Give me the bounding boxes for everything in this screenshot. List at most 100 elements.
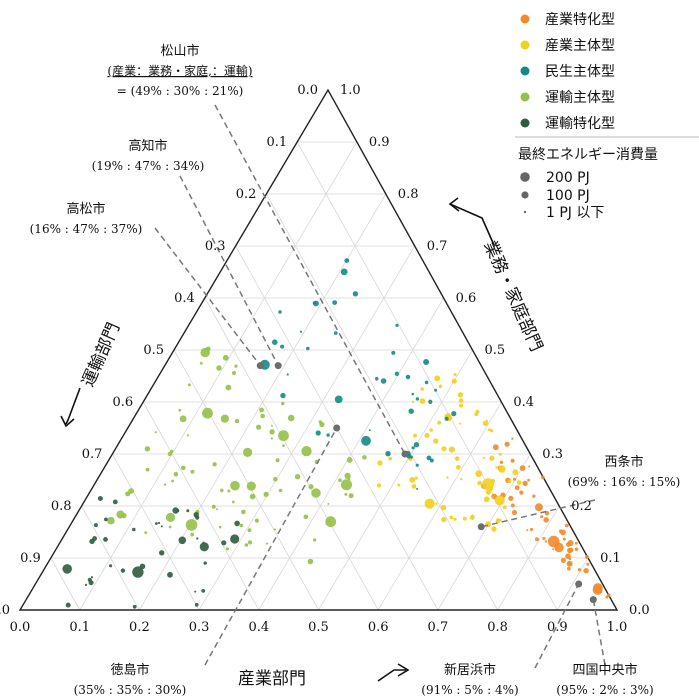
data-point <box>565 523 569 528</box>
data-point <box>413 433 417 438</box>
data-point <box>534 537 539 542</box>
data-point <box>434 388 438 392</box>
legend-item-3: 運輸主体型 <box>520 90 615 106</box>
data-point <box>334 331 338 335</box>
data-point <box>273 476 278 482</box>
data-point <box>526 529 529 532</box>
data-point <box>544 540 547 543</box>
data-point <box>165 512 176 523</box>
data-point <box>592 584 603 595</box>
data-point <box>477 480 482 486</box>
data-point <box>246 481 256 491</box>
data-point <box>168 525 172 529</box>
city-label-niihama: 新居浜市 (91% : 5% : 4%) <box>421 662 518 697</box>
data-point <box>411 484 417 489</box>
data-point <box>190 532 195 537</box>
data-point <box>173 471 179 477</box>
callout-line <box>204 427 338 666</box>
grid-line <box>50 557 81 611</box>
data-point <box>307 558 314 565</box>
tick-left-8: 0.8 <box>51 499 72 514</box>
data-point <box>211 504 216 509</box>
city-ratio-kochi: (19% : 47% : 34%) <box>92 159 205 173</box>
data-point <box>519 465 526 471</box>
triangle-frame <box>18 88 619 611</box>
data-point <box>332 300 338 305</box>
grid-line <box>556 557 589 611</box>
data-point <box>391 350 396 355</box>
data-point <box>485 489 491 495</box>
legend-size-title: 最終エネルギー消費量 <box>518 147 658 163</box>
data-point <box>239 523 244 528</box>
city-name-shikokuchuo: 四国中央市 <box>572 662 637 678</box>
data-point <box>172 507 179 514</box>
data-point <box>540 515 544 519</box>
data-point <box>318 420 322 424</box>
data-point <box>414 476 418 480</box>
grid-line <box>173 349 319 611</box>
data-point <box>433 438 439 444</box>
data-point <box>286 373 289 376</box>
legend-size-dot-100 <box>521 191 529 199</box>
data-point <box>225 547 229 551</box>
grid-line <box>377 401 502 611</box>
data-point <box>498 452 502 456</box>
grid-line <box>437 453 531 611</box>
data-point <box>475 409 480 414</box>
data-point <box>397 483 401 487</box>
data-point <box>247 540 252 545</box>
data-point <box>375 377 379 381</box>
data-point <box>567 566 571 571</box>
data-point <box>244 543 249 547</box>
data-point <box>259 407 264 413</box>
data-point <box>491 478 496 483</box>
data-point <box>574 547 579 552</box>
arrow-left <box>60 387 81 428</box>
data-point <box>218 525 222 529</box>
data-point <box>121 512 127 519</box>
data-point <box>376 483 382 488</box>
city-label-shikokuchuo: 四国中央市 (95% : 2% : 3%) <box>556 662 653 697</box>
grid-line <box>81 505 140 611</box>
tick-left-0: 0.0 <box>297 83 318 98</box>
legend-item-1: 産業主体型 <box>520 38 615 54</box>
data-point <box>511 509 518 516</box>
data-point <box>265 542 269 545</box>
data-point <box>552 548 555 551</box>
data-point <box>457 392 464 398</box>
data-point <box>441 516 447 523</box>
data-point <box>482 478 495 491</box>
data-point <box>181 465 186 471</box>
data-point <box>278 430 289 442</box>
data-point <box>361 435 371 446</box>
data-point <box>187 383 191 387</box>
legend-label-4: 運輸特化型 <box>545 116 615 132</box>
data-point <box>423 359 430 365</box>
data-point <box>557 542 560 545</box>
data-point <box>528 465 531 468</box>
data-point <box>185 519 198 531</box>
tick-bottom-6: 0.6 <box>368 620 389 635</box>
data-point <box>507 479 512 484</box>
data-point <box>340 268 348 276</box>
data-point <box>522 480 528 487</box>
data-point <box>352 291 359 297</box>
data-point <box>424 498 435 509</box>
tick-left-3: 0.3 <box>205 239 226 254</box>
tick-bottom-0: 0.0 <box>10 620 31 635</box>
data-point <box>260 413 266 419</box>
data-point <box>220 414 229 423</box>
data-point <box>435 502 438 505</box>
data-point <box>527 478 530 482</box>
data-point <box>491 526 497 532</box>
data-point <box>462 516 467 521</box>
data-point <box>453 373 457 377</box>
data-point <box>344 258 350 263</box>
city-marker <box>333 424 341 432</box>
data-point <box>92 536 97 541</box>
data-point <box>568 557 572 560</box>
city-label-kochi: 高知市 (19% : 47% : 34%) <box>92 138 205 173</box>
data-point <box>159 550 165 556</box>
grid-line <box>497 505 560 611</box>
data-point <box>344 492 348 496</box>
